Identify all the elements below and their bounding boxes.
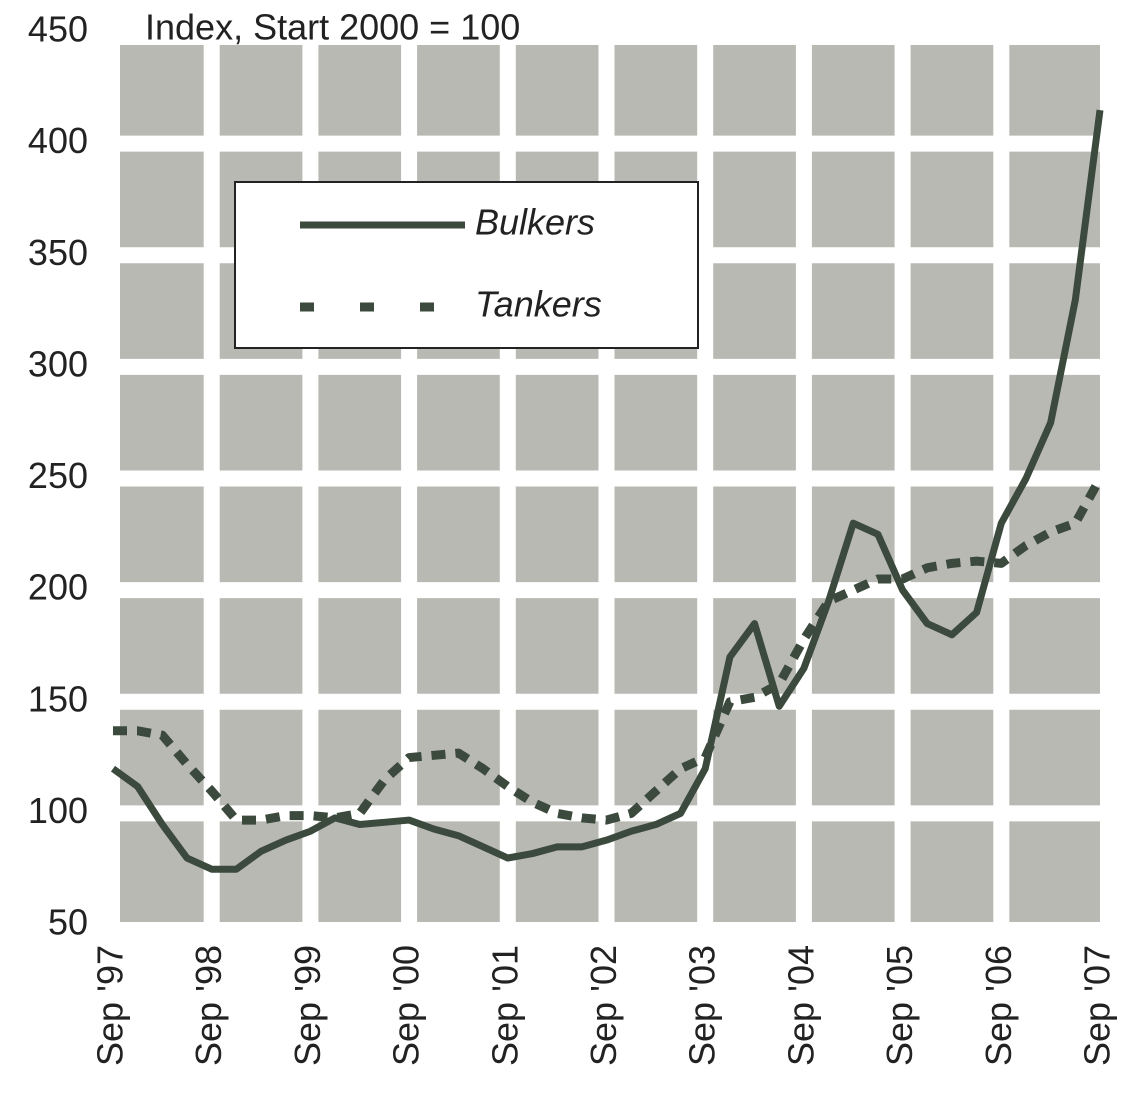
x-tick-label: Sep '02 — [583, 945, 624, 1066]
x-tick-label: Sep '07 — [1077, 945, 1118, 1066]
y-tick-label: 200 — [28, 567, 88, 608]
y-tick-label: 50 — [48, 902, 88, 943]
x-tick-label: Sep '97 — [90, 945, 131, 1066]
series-line — [113, 476, 1104, 825]
y-tick-label: 250 — [28, 455, 88, 496]
y-tick-label: 450 — [28, 9, 88, 50]
y-tick-label: 100 — [28, 790, 88, 831]
x-tick-label: Sep '06 — [978, 945, 1019, 1066]
x-tick-label: Sep '01 — [484, 945, 525, 1066]
x-tick-label: Sep '99 — [287, 945, 328, 1066]
x-tick-label: Sep '04 — [780, 945, 821, 1066]
y-tick-label: 150 — [28, 678, 88, 719]
x-tick-label: Sep '98 — [188, 945, 229, 1066]
series-line — [110, 109, 1104, 873]
y-tick-label: 350 — [28, 232, 88, 273]
x-tick-label: Sep '03 — [682, 945, 723, 1066]
x-tick-label: Sep '00 — [386, 945, 427, 1066]
y-tick-label: 400 — [28, 120, 88, 161]
legend-label: Bulkers — [475, 202, 595, 243]
legend-box — [234, 181, 699, 349]
chart-title: Index, Start 2000 = 100 — [145, 7, 520, 48]
x-tick-label: Sep '05 — [879, 945, 920, 1066]
legend-label: Tankers — [475, 284, 602, 325]
y-tick-label: 300 — [28, 343, 88, 384]
